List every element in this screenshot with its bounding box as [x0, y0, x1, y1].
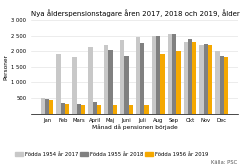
Bar	[188, 39, 192, 114]
Bar	[152, 36, 156, 114]
Bar	[113, 105, 117, 114]
Bar	[120, 40, 124, 114]
Y-axis label: Personer: Personer	[3, 54, 8, 80]
Bar	[45, 99, 49, 114]
Bar	[61, 103, 65, 114]
Bar	[224, 56, 228, 114]
Bar	[65, 104, 69, 114]
Bar	[129, 105, 133, 114]
Bar	[136, 37, 140, 114]
Bar	[172, 34, 176, 114]
Bar	[160, 54, 165, 114]
Bar	[144, 105, 149, 114]
X-axis label: Månad då pensionen började: Månad då pensionen började	[91, 125, 177, 130]
Bar	[168, 34, 172, 114]
Bar	[140, 43, 144, 114]
Bar	[49, 100, 54, 114]
Bar	[41, 98, 45, 114]
Bar	[108, 50, 113, 114]
Bar	[56, 54, 61, 114]
Text: Källa: PSC: Källa: PSC	[211, 160, 238, 165]
Bar	[72, 57, 77, 114]
Bar	[77, 104, 81, 114]
Bar	[220, 56, 224, 114]
Bar	[88, 47, 93, 114]
Bar	[192, 42, 197, 114]
Bar	[104, 45, 108, 114]
Bar	[199, 45, 204, 114]
Bar	[215, 51, 220, 114]
Legend: Födda 1954 år 2017, Födda 1955 år 2018, Födda 1956 år 2019: Födda 1954 år 2017, Födda 1955 år 2018, …	[15, 152, 208, 157]
Bar	[156, 36, 160, 114]
Bar	[97, 105, 101, 114]
Bar	[204, 44, 208, 114]
Bar	[176, 51, 180, 114]
Bar	[81, 105, 85, 114]
Bar	[184, 42, 188, 114]
Bar	[208, 45, 212, 114]
Text: Nya ålderspensionstagare åren 2017, 2018 och 2019, åldersklassen 63 år: Nya ålderspensionstagare åren 2017, 2018…	[31, 9, 240, 17]
Bar	[124, 56, 129, 114]
Bar	[93, 102, 97, 114]
